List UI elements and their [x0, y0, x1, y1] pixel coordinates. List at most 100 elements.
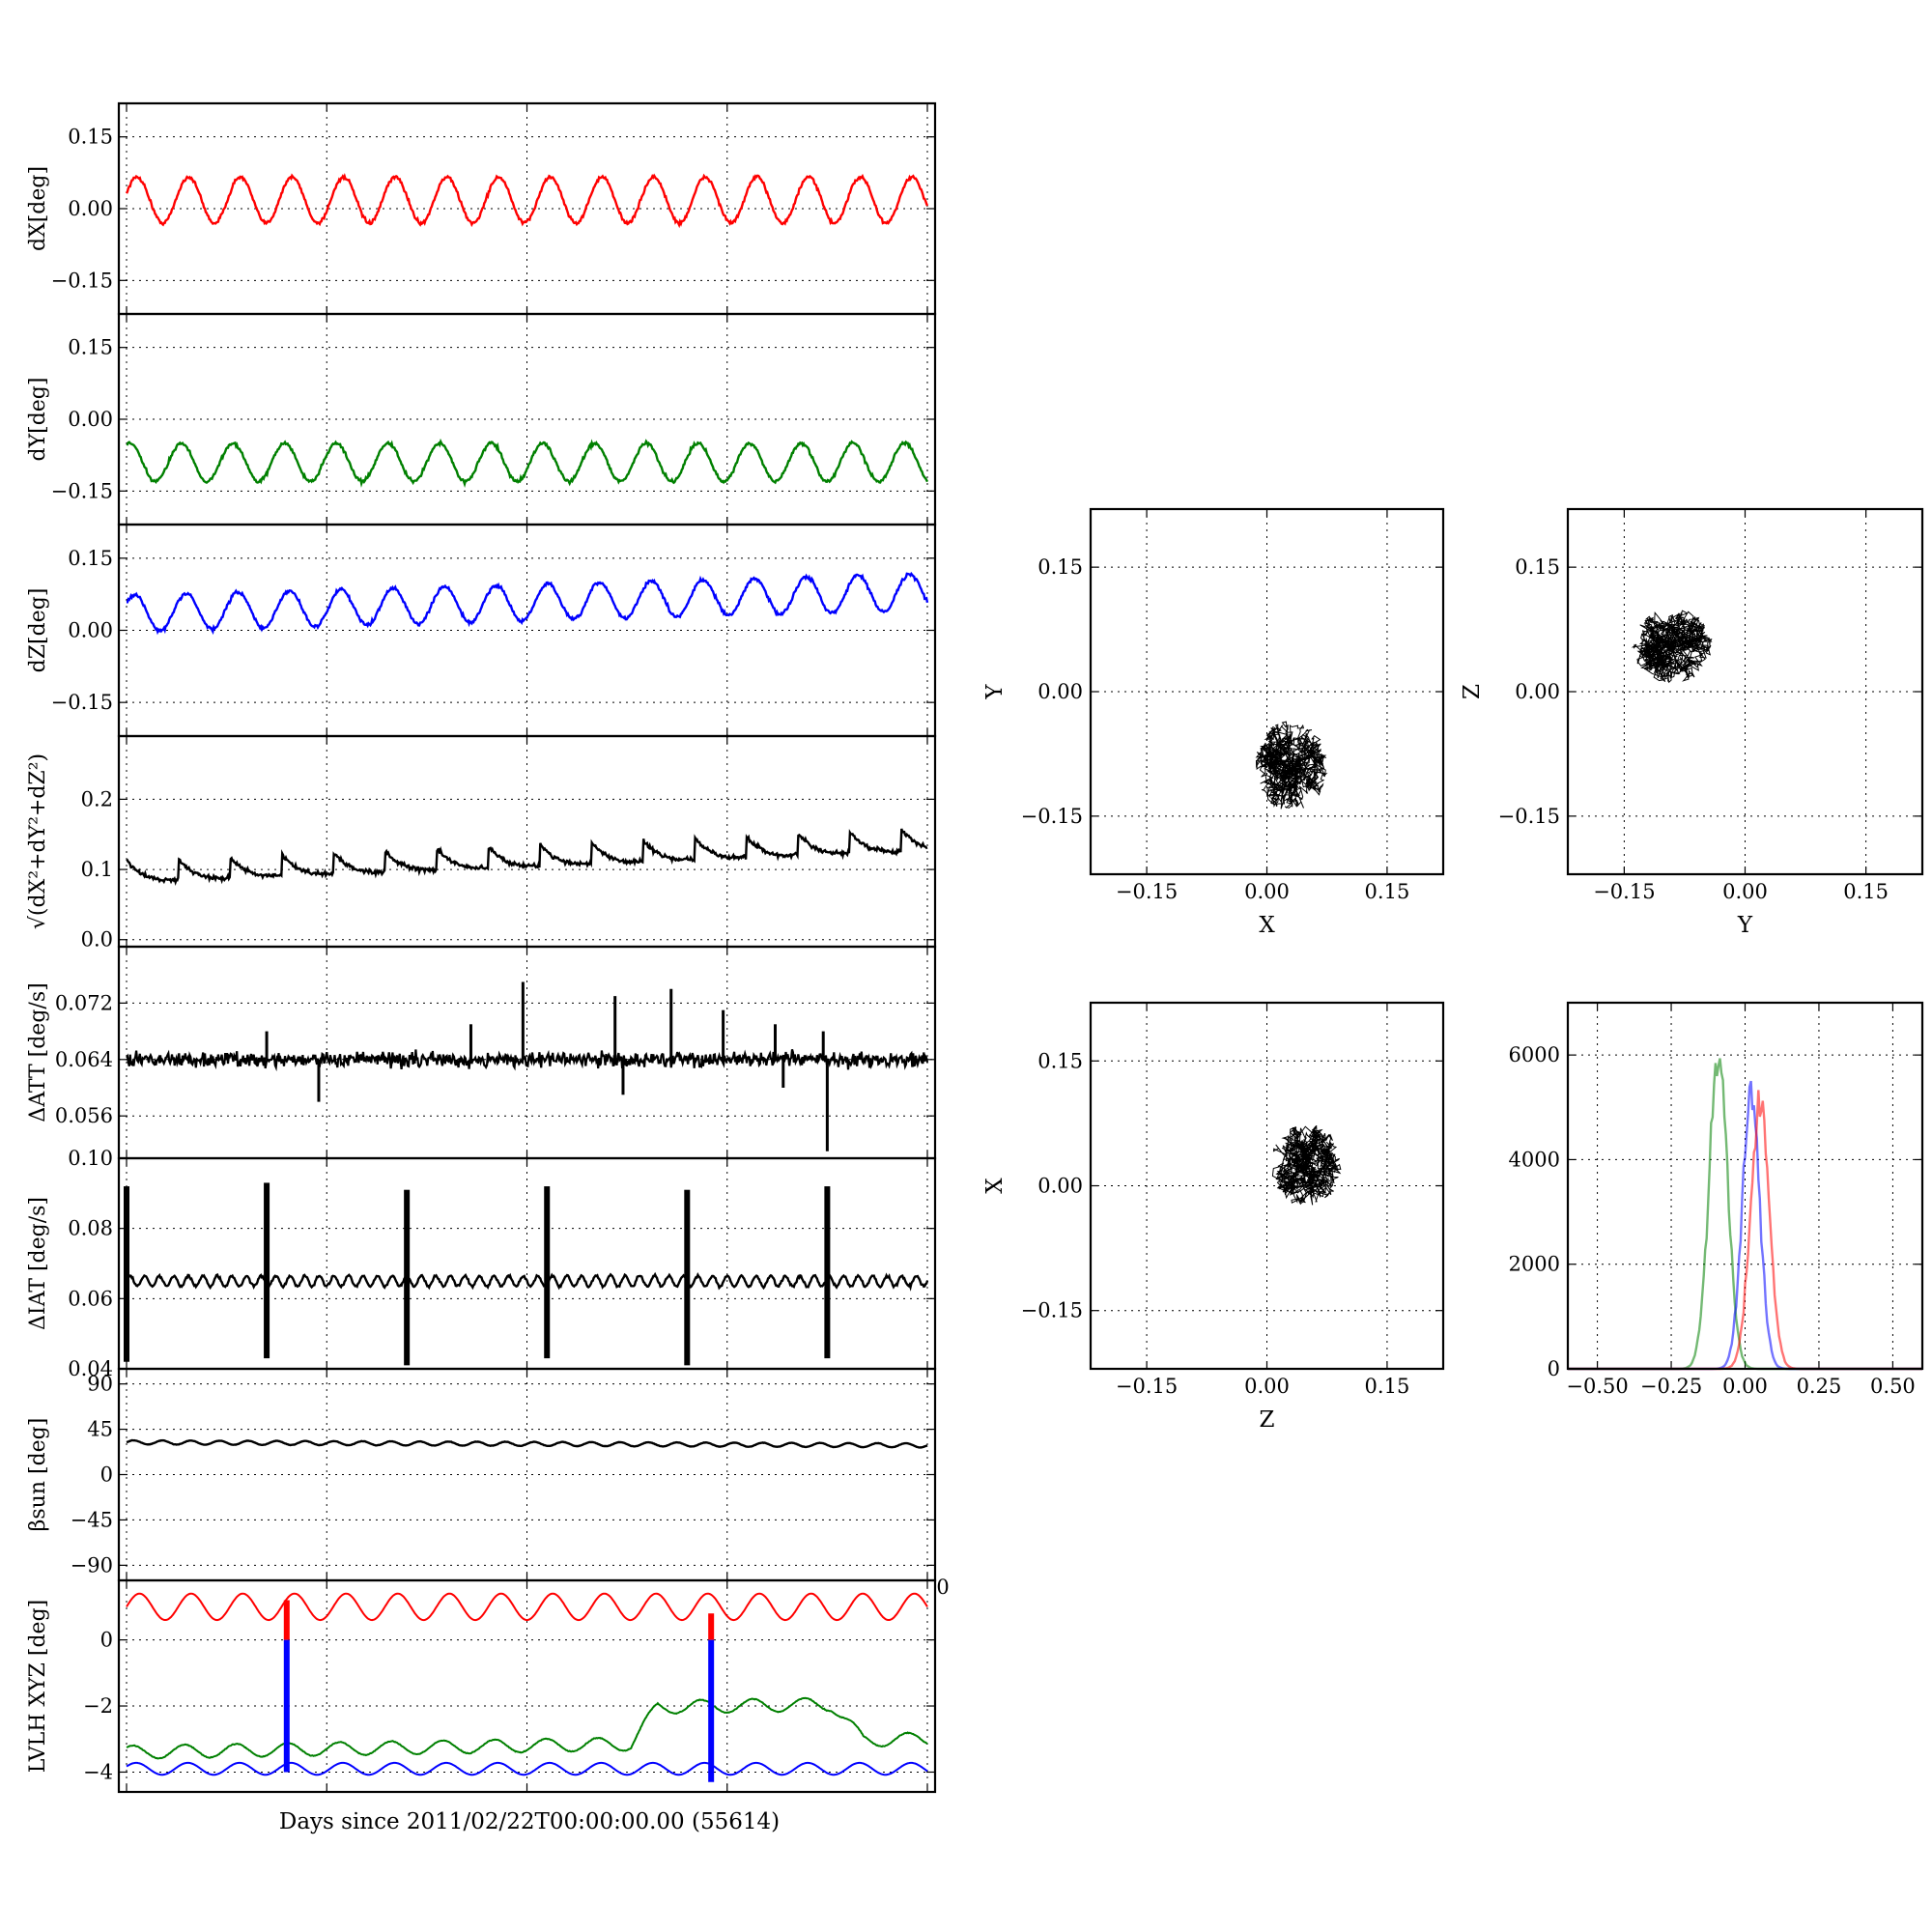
- time-axis-label: Days since 2011/02/22T00:00:00.00 (55614…: [279, 1809, 780, 1834]
- y-axis-label: ΔIAT [deg/s]: [26, 1197, 50, 1330]
- y-tick-label: 0.15: [68, 126, 113, 149]
- burst-2: [404, 1189, 411, 1366]
- burst-0: [124, 1186, 129, 1362]
- x-tick-label: 0.15: [1365, 1375, 1410, 1398]
- y-tick-label: 0.15: [1037, 1049, 1083, 1072]
- x-axis-label: X: [1259, 913, 1275, 938]
- series-line-0: [126, 828, 928, 887]
- y-tick-label: 0.08: [68, 1217, 113, 1240]
- panels-layer: −0.150.000.15dX[deg]−0.150.000.15dY[deg]…: [26, 101, 1924, 1794]
- series-line-0: [126, 1438, 928, 1449]
- x-tick-label: 0.15: [1365, 880, 1410, 903]
- y-tick-label: 0.04: [68, 1357, 113, 1380]
- y-tick-label: 0.056: [55, 1104, 113, 1127]
- y-tick-label: 4000: [1509, 1148, 1560, 1171]
- y-tick-label: 0.00: [1037, 680, 1083, 703]
- panel-lvlh: −4 −2 0 LVLH XYZ [deg]: [26, 1578, 937, 1794]
- y-tick-label: 0: [1548, 1357, 1560, 1380]
- y-axis-label: ΔATT [deg/s]: [26, 982, 50, 1122]
- y-tick-label: 0.00: [68, 619, 113, 642]
- histogram-series-1: [1568, 1080, 1922, 1371]
- x-tick-label: −0.50: [1566, 1375, 1628, 1398]
- y-tick-label: 0.072: [55, 991, 113, 1014]
- y-tick-label: 0: [100, 1463, 113, 1487]
- y-tick-label: 0.064: [55, 1048, 113, 1071]
- panel-frame: [117, 945, 937, 1160]
- y-tick-label: 6000: [1509, 1043, 1560, 1066]
- y-tick-label: 0.1: [81, 858, 113, 881]
- series-line-0: [126, 438, 929, 489]
- y-axis-label: LVLH XYZ [deg]: [26, 1600, 50, 1774]
- series-line-0: [125, 173, 929, 229]
- burst-4: [684, 1189, 691, 1366]
- x-tick-label: 0.15: [1843, 880, 1889, 903]
- y-tick-label: 0.00: [68, 197, 113, 220]
- series-line-0: [126, 1592, 928, 1622]
- y-axis-label: Z: [1460, 684, 1485, 699]
- burst-3: [544, 1186, 551, 1359]
- y-axis-label: dX[deg]: [26, 166, 50, 251]
- panel-dy: −0.15 0.00 0.15 dY[deg]: [26, 312, 937, 526]
- y-axis-label: βsun [deg]: [26, 1418, 50, 1532]
- y-tick-label: −90: [71, 1553, 113, 1577]
- series-line-1: [126, 1696, 928, 1760]
- y-tick-label: −0.15: [51, 479, 113, 502]
- series-line-0: [126, 571, 929, 636]
- time-axis-stray-tick: 0: [936, 1576, 949, 1599]
- y-tick-label: 0.00: [68, 408, 113, 431]
- y-axis-label: X: [982, 1178, 1008, 1194]
- x-tick-label: −0.15: [1593, 880, 1655, 903]
- y-tick-label: 0.00: [1037, 1175, 1083, 1198]
- panel-diat: 0.04 0.06 0.08 0.10 ΔIAT [deg/s]: [26, 1147, 937, 1380]
- y-tick-label: −0.15: [51, 691, 113, 714]
- x-tick-label: −0.25: [1640, 1375, 1702, 1398]
- y-axis-label: dY[deg]: [26, 378, 50, 462]
- y-tick-label: 0.15: [68, 336, 113, 359]
- y-axis-label: dZ[deg]: [26, 588, 50, 673]
- series-line-2: [126, 1761, 928, 1776]
- panel-frame: [117, 1578, 937, 1794]
- panel-frame: [117, 734, 937, 949]
- y-tick-label: 2000: [1509, 1253, 1560, 1276]
- panel-dz: −0.15 0.00 0.15 dZ[deg]: [26, 523, 937, 738]
- y-tick-label: 0: [100, 1629, 113, 1652]
- y-tick-label: 45: [87, 1418, 113, 1441]
- panel-dx: −0.15 0.00 0.15 dX[deg]: [26, 101, 937, 316]
- panel-scatter_xy: −0.15 0.00 0.15 −0.15 0.00 0.15 X Y: [982, 507, 1445, 938]
- y-tick-label: −0.15: [1021, 805, 1083, 828]
- scatter-trace: [1631, 610, 1713, 684]
- panel-frame: [1566, 507, 1924, 876]
- scatter-trace: [1271, 1124, 1342, 1206]
- panel-beta: −90 −45 0 45 90 βsun [deg]: [26, 1367, 937, 1582]
- y-tick-label: 0.2: [81, 787, 113, 810]
- y-tick-label: −45: [71, 1508, 113, 1531]
- x-tick-label: 0.00: [1722, 1375, 1768, 1398]
- y-tick-label: 0.00: [1515, 680, 1560, 703]
- x-tick-label: 0.50: [1870, 1375, 1916, 1398]
- y-tick-label: 0.15: [68, 547, 113, 570]
- x-tick-label: −0.15: [1116, 1375, 1178, 1398]
- y-tick-label: 0.15: [1037, 555, 1083, 579]
- panel-dmag: 0.0 0.1 0.2 √(dX²+dY²+dZ²): [26, 734, 937, 952]
- x-axis-label: Y: [1737, 913, 1753, 938]
- y-tick-label: 0.15: [1515, 555, 1560, 579]
- y-tick-label: −0.15: [1021, 1299, 1083, 1322]
- y-tick-label: −4: [83, 1760, 113, 1783]
- panel-frame: [1089, 1001, 1445, 1371]
- burst-1: [264, 1182, 270, 1359]
- panel-histogram: −0.50 −0.25 0.00 0.25 0.50 0 2000 4000 6000: [1509, 1001, 1924, 1398]
- x-tick-label: 0.00: [1722, 880, 1768, 903]
- panel-frame: [1089, 507, 1445, 876]
- x-axis-label: Z: [1260, 1407, 1275, 1433]
- burst-5: [824, 1186, 831, 1359]
- y-axis-label: √(dX²+dY²+dZ²): [26, 753, 50, 929]
- series-line-0: [126, 1048, 929, 1072]
- panel-scatter_yz: −0.15 0.00 0.15 −0.15 0.00 0.15 Y Z: [1460, 507, 1924, 938]
- x-tick-label: 0.25: [1797, 1375, 1842, 1398]
- y-tick-label: 0.06: [68, 1287, 113, 1310]
- series-line-0: [126, 1271, 929, 1292]
- x-tick-label: −0.15: [1116, 880, 1178, 903]
- panel-scatter_zx: −0.15 0.00 0.15 −0.15 0.00 0.15 Z X: [982, 1001, 1445, 1433]
- y-tick-label: −0.15: [51, 269, 113, 292]
